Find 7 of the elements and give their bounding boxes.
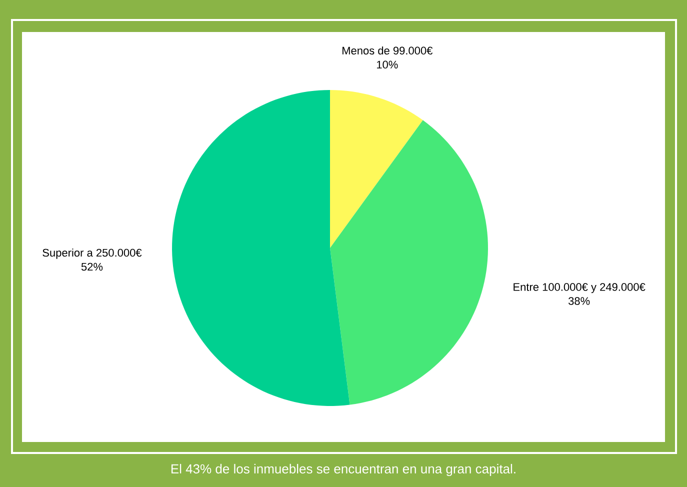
text: El 43% de los inmuebles se encuentran en una gran capital. [171,464,516,476]
slice-label: Entre 100.000€ y 249.000€ [514,283,646,294]
slice-label: Menos de 99.000€ [342,46,433,55]
data-label: 10% [376,60,398,69]
slice-label: Superior a 250.000€ [42,248,142,259]
data-label: 38% [568,297,590,305]
data-label: 52% [81,262,103,271]
